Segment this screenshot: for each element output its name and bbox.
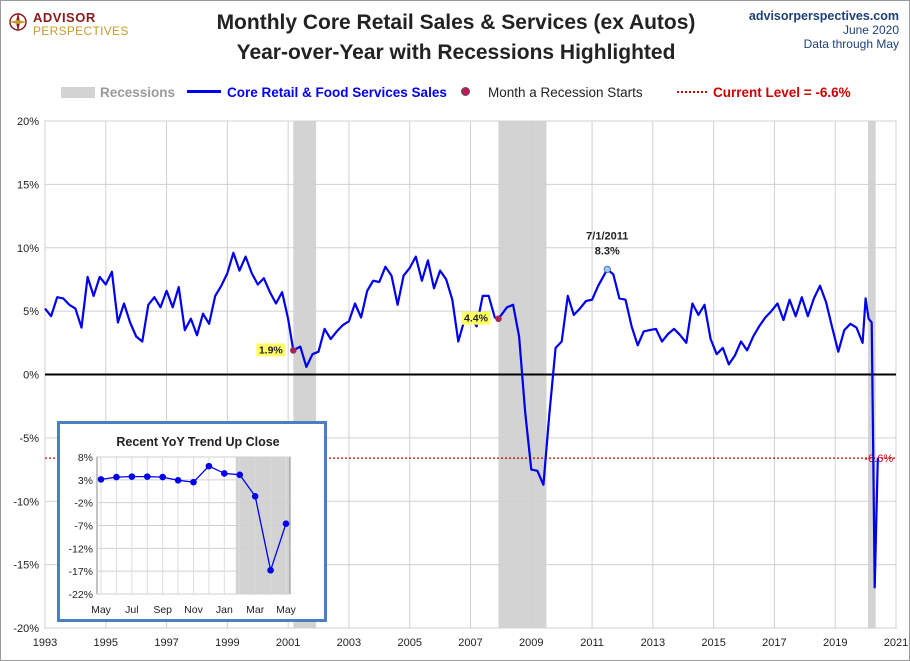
chart-subtitle: Year-over-Year with Recessions Highlight… <box>236 41 676 64</box>
inset-point <box>251 492 259 500</box>
y-tick-label: -20% <box>13 623 39 635</box>
legend-recession-start: Month a Recession Starts <box>461 85 643 100</box>
x-tick-label: 1997 <box>154 637 178 649</box>
inset-point <box>221 470 228 477</box>
inset-title: Recent YoY Trend Up Close <box>116 435 279 449</box>
inset-series <box>97 462 290 574</box>
inset-y-tick-label: 8% <box>78 452 93 464</box>
x-tick-label: 2021 <box>884 637 908 649</box>
peak-value-label: 8.3% <box>595 245 620 257</box>
logo-line-2: PERSPECTIVES <box>33 24 129 38</box>
legend-current-level-swatch <box>677 91 707 93</box>
inset-point <box>159 473 166 481</box>
y-tick-label: 5% <box>23 306 39 318</box>
y-tick-label: -5% <box>19 433 39 445</box>
inset-point <box>282 520 290 527</box>
inset-point <box>236 471 244 479</box>
x-tick-label: 1995 <box>94 637 118 649</box>
x-tick-label: 2005 <box>397 637 421 649</box>
inset-chart: Recent YoY Trend Up Close 8% 3% -2% -7% -12%… <box>68 435 296 616</box>
inset-y-tick-label: -2% <box>74 498 93 510</box>
publish-date: June 2020 <box>842 23 899 37</box>
legend-recessions: Recessions <box>61 85 175 100</box>
legend-series-swatch <box>187 90 221 93</box>
x-tick-label: 2017 <box>762 637 786 649</box>
inset-point <box>113 473 120 481</box>
chart-title: Monthly Core Retail Sales & Services (ex… <box>216 11 696 34</box>
recession-start-dot <box>290 347 297 354</box>
y-tick-label: -15% <box>13 560 39 572</box>
inset-point <box>174 476 182 484</box>
inset-point <box>128 473 136 480</box>
inset-y-tick-label: 3% <box>78 475 93 487</box>
legend-current-level: Current Level = -6.6% <box>677 85 851 100</box>
data-through: Data through May <box>803 37 899 51</box>
x-tick-label: 1993 <box>33 637 57 649</box>
x-tick-label: 2007 <box>458 637 482 649</box>
inset-x-tick-label: May <box>91 604 112 616</box>
compass-icon <box>9 12 27 32</box>
inset-y-tick-label: -12% <box>68 543 93 555</box>
inset-panel: Recent YoY Trend Up Close 8% 3% -2% -7% -12%… <box>57 421 327 622</box>
advisor-perspectives-logo: ADVISOR PERSPECTIVES <box>7 9 137 39</box>
inset-point <box>190 478 197 486</box>
x-tick-label: 2003 <box>337 637 361 649</box>
callout-box <box>256 343 286 357</box>
y-tick-label: 10% <box>17 243 39 255</box>
inset-x-tick-label: Nov <box>184 604 203 616</box>
y-tick-label: -10% <box>13 496 39 508</box>
inset-x-tick-label: Sep <box>153 604 172 616</box>
y-tick-label: 20% <box>17 116 39 128</box>
axes: 1993 1995 1997 1999 2001 2003 2005 2007 2009 2011… <box>13 116 908 649</box>
callout-label: 4.4% <box>464 313 489 325</box>
inset-point <box>205 462 213 470</box>
legend-recession-start-dot <box>461 87 470 96</box>
y-tick-label: 0% <box>23 370 39 382</box>
inset-axes: 8% 3% -2% -7% -12% -17% -22% May Jul Sep Nov Jan Mar… <box>68 452 296 616</box>
inset-point <box>97 476 105 483</box>
inset-x-tick-label: Mar <box>246 604 265 616</box>
inset-y-tick-label: -7% <box>74 521 93 533</box>
legend-recessions-label: Recessions <box>100 85 176 100</box>
x-tick-label: 2015 <box>701 637 725 649</box>
inset-x-tick-label: May <box>276 604 297 616</box>
x-tick-label: 2013 <box>641 637 665 649</box>
x-tick-label: 2001 <box>276 637 300 649</box>
legend-recession-swatch <box>61 87 95 98</box>
inset-y-tick-label: -17% <box>68 566 93 578</box>
x-tick-label: 2011 <box>580 637 604 649</box>
peak-date-label: 7/1/2011 <box>586 230 628 242</box>
legend-series-label: Core Retail & Food Services Sales <box>227 85 447 100</box>
peak-point <box>603 265 611 273</box>
x-tick-label: 2009 <box>519 637 543 649</box>
annotations: 1.9% 4.4% 7/1/2011 8.3% <box>256 230 628 357</box>
recession-start-dot <box>495 315 502 323</box>
x-tick-label: 2019 <box>823 637 847 649</box>
inset-y-tick-label: -22% <box>68 589 93 601</box>
callout-box <box>461 311 491 325</box>
inset-x-tick-label: Jul <box>125 604 138 616</box>
inset-point <box>143 473 151 480</box>
legend-series: Core Retail & Food Services Sales <box>187 85 447 100</box>
inset-x-tick-label: Jan <box>216 604 233 616</box>
inset-point <box>267 566 274 574</box>
legend-current-level-label: Current Level = -6.6% <box>713 85 851 100</box>
legend-recession-start-label: Month a Recession Starts <box>488 85 643 100</box>
logo-line-1: ADVISOR <box>33 10 96 25</box>
y-tick-label: 15% <box>17 179 39 191</box>
x-tick-label: 1999 <box>215 637 239 649</box>
callout-label: 1.9% <box>259 344 284 356</box>
source-site: advisorperspectives.com <box>748 9 899 23</box>
